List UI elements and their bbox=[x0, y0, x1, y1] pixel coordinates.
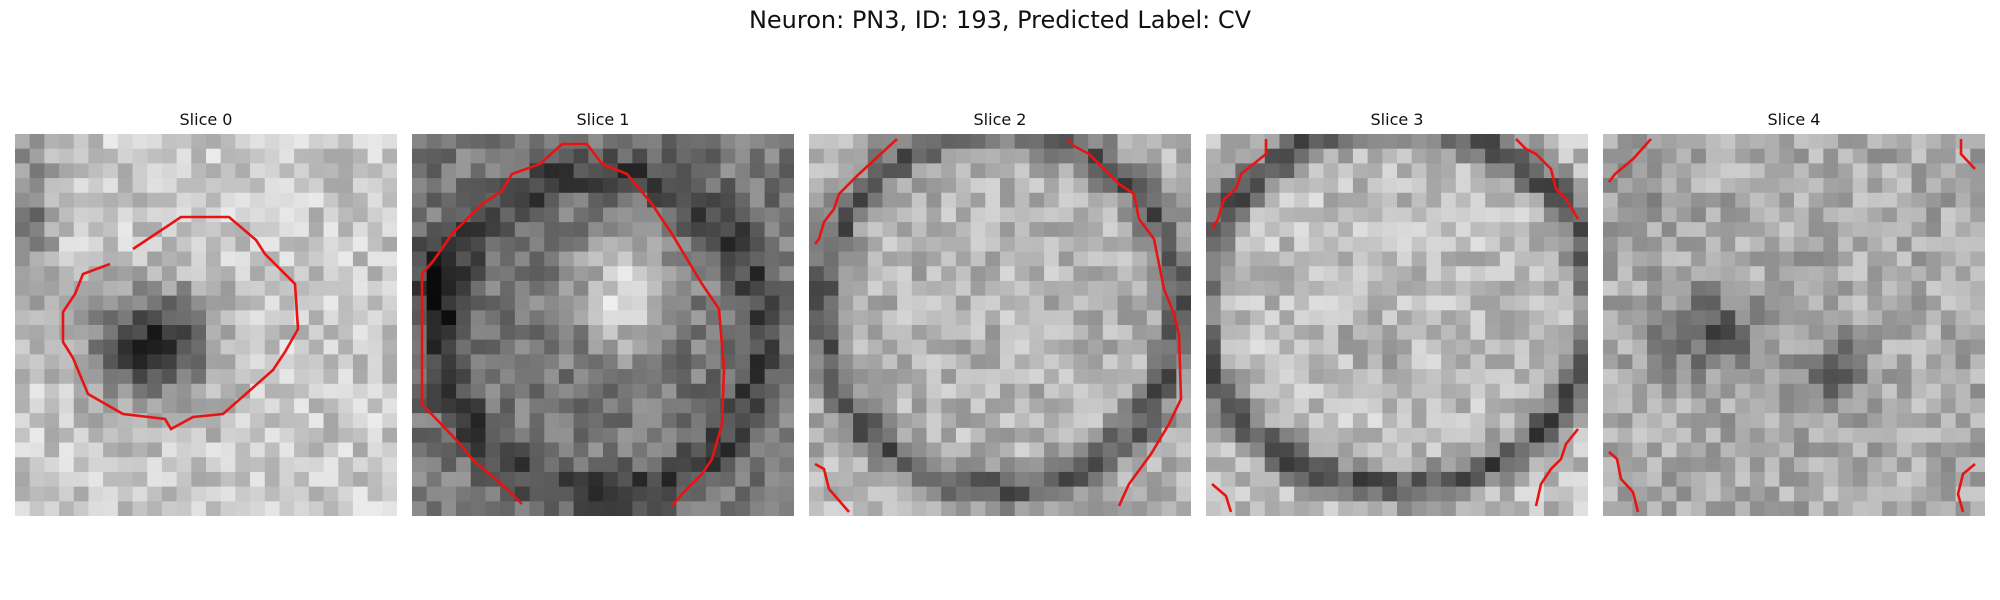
contour-line-3-c bbox=[1211, 483, 1233, 513]
slice-title-3: Slice 3 bbox=[1370, 110, 1424, 129]
contour-line-4-c bbox=[1608, 451, 1640, 513]
contour-line-3-b bbox=[1515, 138, 1580, 220]
slice-image-3 bbox=[1206, 134, 1588, 516]
slice-image-1 bbox=[412, 134, 794, 516]
pixel-grid-1 bbox=[412, 134, 794, 516]
pixel-grid-3 bbox=[1206, 134, 1588, 516]
contour-line-4-a bbox=[1607, 138, 1652, 183]
contour-line-1 bbox=[420, 142, 726, 507]
slice-title-0: Slice 0 bbox=[179, 110, 233, 129]
figure-title: Neuron: PN3, ID: 193, Predicted Label: C… bbox=[748, 6, 1252, 34]
pixel-grid-2 bbox=[809, 134, 1191, 516]
pixel-grid-0 bbox=[15, 134, 397, 516]
contour-line-2-a bbox=[813, 138, 898, 245]
slice-image-4 bbox=[1603, 134, 1985, 516]
slice-image-0 bbox=[15, 134, 397, 516]
contour-line-0 bbox=[61, 215, 300, 431]
contour-line-2-c bbox=[814, 462, 850, 513]
slice-image-2 bbox=[809, 134, 1191, 516]
contour-line-3-d bbox=[1534, 428, 1580, 507]
pixel-grid-4 bbox=[1603, 134, 1985, 516]
contour-line-3-a bbox=[1210, 139, 1268, 230]
contour-line-4-b bbox=[1959, 139, 1976, 170]
slice-title-1: Slice 1 bbox=[576, 110, 630, 129]
slice-title-2: Slice 2 bbox=[973, 110, 1027, 129]
slice-title-4: Slice 4 bbox=[1767, 110, 1821, 129]
contour-line-2-b bbox=[1066, 138, 1183, 507]
contour-line-4-d bbox=[1956, 463, 1976, 513]
